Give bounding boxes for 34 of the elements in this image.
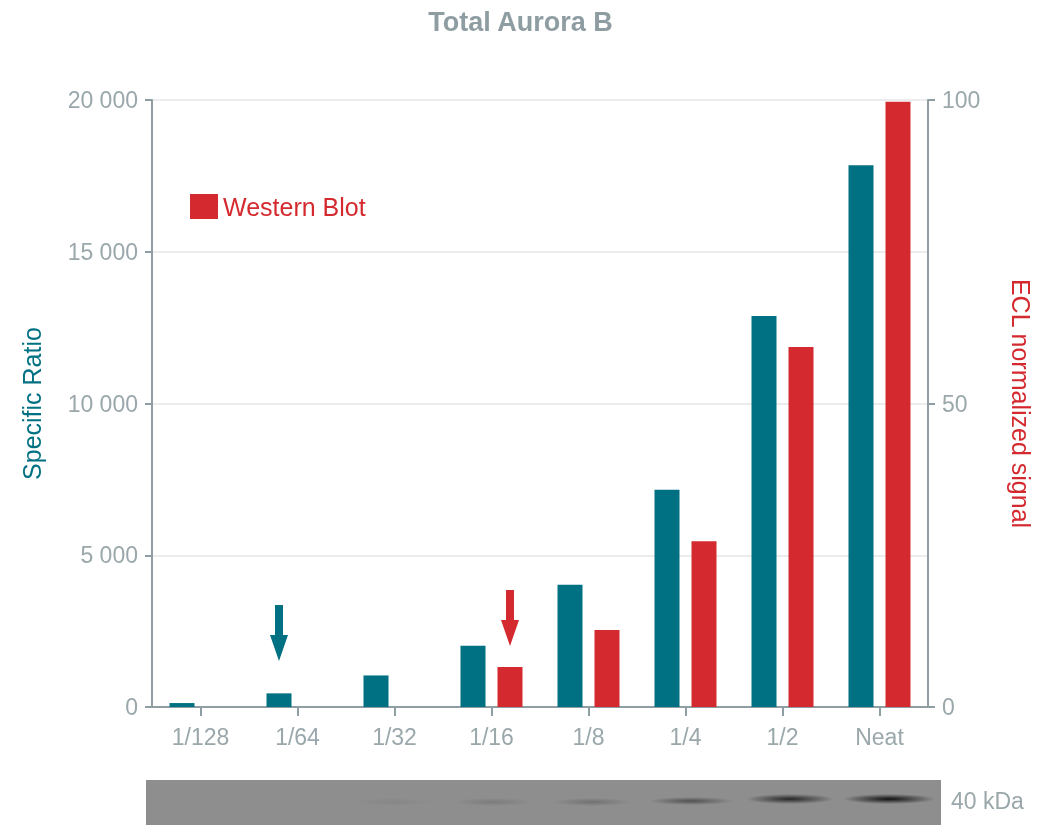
- x-tick-label: 1/8: [572, 723, 605, 750]
- y-axis-title: Specific Ratio: [17, 327, 46, 480]
- bar: [460, 645, 486, 707]
- chart-title: Total Aurora B: [428, 6, 613, 37]
- y2-tick-label: 100: [942, 87, 981, 113]
- y-tick-label: 20 000: [67, 87, 138, 113]
- x-tick-label: 1/128: [171, 723, 230, 750]
- x-tick-label: 1/16: [469, 723, 514, 750]
- bar: [654, 489, 680, 707]
- y2-axis-title: ECL normalized signal: [1006, 278, 1035, 529]
- bar: [751, 316, 777, 707]
- x-tick-label: 1/32: [372, 723, 417, 750]
- y-tick-label: 15 000: [67, 238, 138, 265]
- bar: [169, 703, 195, 707]
- bar: [885, 101, 911, 707]
- x-tick-label: 1/4: [669, 723, 702, 750]
- bar: [848, 165, 874, 707]
- bar: [266, 693, 292, 707]
- bar: [497, 666, 523, 707]
- bar: [788, 347, 814, 707]
- bar: [557, 584, 583, 707]
- y-tick-label: 0: [125, 694, 138, 720]
- y-tick-label: 10 000: [67, 390, 138, 417]
- y2-tick-label: 50: [942, 390, 968, 417]
- bar: [594, 629, 620, 707]
- y2-tick-label: 0: [942, 694, 955, 720]
- bar: [363, 675, 389, 707]
- legend-label: Western Blot: [223, 192, 366, 221]
- text: 40 kDa: [951, 787, 1025, 814]
- bar: [691, 541, 717, 707]
- x-tick-label: Neat: [855, 723, 905, 750]
- y-tick-label: 5 000: [80, 542, 138, 569]
- x-tick-label: 1/64: [275, 723, 321, 750]
- x-tick-label: 1/2: [766, 723, 799, 750]
